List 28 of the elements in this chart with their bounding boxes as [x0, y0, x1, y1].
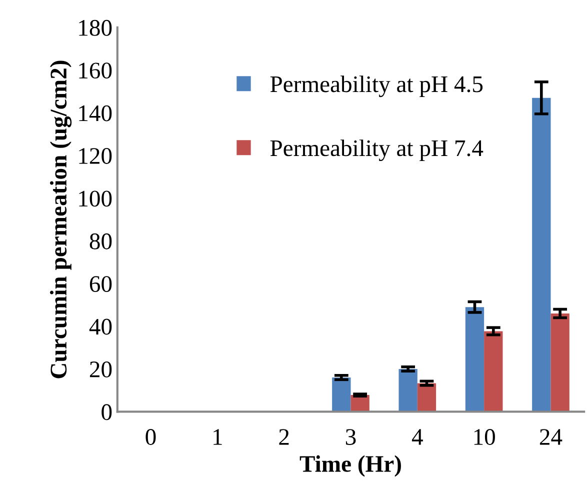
y-tick-label: 160	[79, 62, 112, 79]
bar	[398, 368, 418, 412]
x-tick-label: 24	[540, 429, 562, 445]
bar	[484, 331, 503, 412]
x-tick-label: 2	[279, 429, 289, 445]
bar	[550, 313, 570, 412]
x-axis-title: Time (Hr)	[300, 455, 401, 477]
bar	[532, 98, 551, 412]
y-tick-label: 140	[79, 105, 112, 122]
y-tick-label: 80	[90, 233, 112, 250]
x-tick-label: 1	[214, 429, 222, 445]
y-tick-label: 180	[79, 20, 112, 36]
y-tick-label: 100	[79, 190, 112, 207]
bar	[332, 378, 351, 412]
bar	[417, 383, 436, 412]
x-tick-label: 10	[474, 429, 495, 445]
x-tick-label: 0	[146, 429, 156, 445]
y-tick-label: 0	[102, 404, 112, 420]
x-tick-label: 3	[346, 429, 356, 445]
bar	[465, 307, 484, 412]
y-tick-label: 20	[90, 361, 112, 378]
y-axis-title: Curcumin permeation (ug/cm2)	[50, 60, 72, 378]
legend-label: Permeability at pH 4.5	[270, 76, 483, 98]
y-tick-label: 120	[79, 148, 112, 164]
x-tick-label: 4	[412, 429, 423, 445]
y-tick-label: 60	[90, 276, 112, 292]
y-tick-label: 40	[89, 318, 112, 335]
legend-label: Permeability at pH 7.4	[270, 140, 484, 162]
